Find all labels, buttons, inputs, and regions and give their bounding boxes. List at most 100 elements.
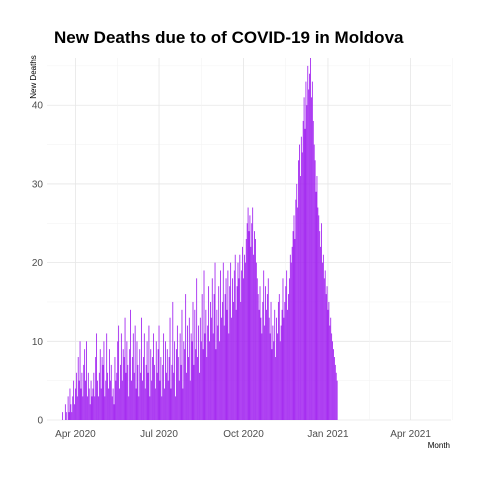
bar [186,372,187,420]
bar [271,349,273,420]
bar [230,262,232,420]
bar [159,380,161,420]
bar [336,380,338,420]
bar [267,278,269,420]
bar [335,372,337,420]
bar [168,357,170,420]
bar [276,317,277,420]
bar [84,349,86,420]
bar [117,341,119,420]
bar [329,325,331,420]
bar [187,357,189,420]
bar [142,380,143,420]
bar [158,325,160,420]
bar [280,325,282,420]
bar [96,333,98,420]
bar [157,349,159,420]
bar [145,364,147,420]
bar [149,396,151,420]
bar [127,364,129,420]
bar [225,278,227,420]
bar [219,341,221,420]
bar [155,341,157,420]
bar [252,207,254,420]
bar [199,317,201,420]
bar [120,364,121,420]
bar [104,396,106,420]
bar [137,364,139,420]
bar [139,349,141,420]
bar [184,349,186,420]
bar [260,317,262,420]
bar [228,333,230,420]
bar [206,357,208,420]
bar [83,364,85,420]
bar [67,396,69,420]
bar [124,317,126,420]
bar [193,364,195,420]
bar [314,160,316,420]
bar [284,301,286,420]
bar [150,349,152,420]
bar [109,349,110,420]
bar [171,364,173,420]
bar [254,231,255,420]
bar [262,301,264,420]
bar [289,254,291,420]
bar [197,357,199,420]
bar [132,333,134,420]
bar [279,341,281,420]
y-tick-label: 30 [32,179,44,190]
bar [264,325,266,420]
bar [320,246,322,420]
bar [278,294,280,420]
bar [325,294,327,420]
x-tick-label: Jan 2021 [307,429,349,440]
bar [299,144,300,420]
bar [110,364,112,420]
bar [70,404,72,420]
bar [311,97,312,420]
bar [237,262,239,420]
bar [107,372,109,420]
bar [75,372,77,420]
bar [77,357,79,420]
bar [240,301,242,420]
bar [108,388,109,420]
bar [303,97,305,420]
bar [76,396,78,420]
bar [243,254,245,420]
bar [75,388,76,420]
bar [244,262,246,420]
bar [255,239,256,420]
bar [265,286,266,420]
bar [178,380,180,420]
bar [195,349,197,420]
bar [323,278,325,420]
bar [214,262,216,420]
bar [239,254,241,420]
bar [317,207,319,420]
y-ticks: 0 10 20 30 40 [32,101,44,427]
bar [144,388,146,420]
bar [122,349,124,420]
bar [141,317,142,420]
bar [210,317,212,420]
bar [299,176,301,420]
bar [129,349,131,420]
bar [286,270,288,420]
bar [154,364,155,420]
bar [133,372,135,420]
x-ticks: Apr 2020 Jul 2020 Oct 2020 Jan 2021 Apr 2021 [55,429,431,440]
bar [272,325,274,420]
bar [302,120,304,421]
bar [257,294,259,420]
bar [78,380,80,420]
bar [292,231,294,420]
bar [191,341,193,420]
bar [112,388,114,420]
bar [94,396,96,420]
bar [238,278,240,420]
bar [203,270,205,420]
